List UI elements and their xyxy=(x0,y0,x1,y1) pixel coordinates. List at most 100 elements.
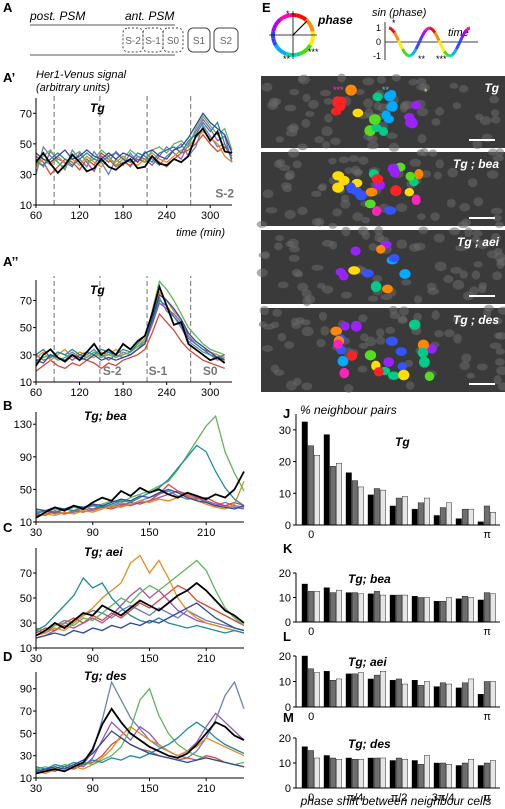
bar-y-tick-label: 20 xyxy=(279,457,291,469)
labeled-cell xyxy=(383,357,394,367)
bar-0 xyxy=(455,518,462,526)
series-line-4 xyxy=(35,481,245,518)
bar-chart-title: Tg; des xyxy=(348,737,391,751)
bar-1 xyxy=(461,762,468,789)
x-tick-label: 30 xyxy=(30,653,42,665)
bar-chart-title: Tg; aei xyxy=(348,655,387,669)
bar-0 xyxy=(411,508,418,526)
labeled-cell xyxy=(364,199,376,209)
sin-wave-segment xyxy=(451,52,455,56)
nucleus-background xyxy=(452,279,465,290)
bar-2 xyxy=(314,455,320,526)
bar-2 xyxy=(336,462,342,526)
bar-1 xyxy=(417,685,424,708)
panel-letter-e: E xyxy=(262,0,271,15)
x-tick-label: 300 xyxy=(201,387,219,399)
nucleus-background xyxy=(461,218,471,227)
sin-wave-segment xyxy=(394,34,399,39)
nucleus-background xyxy=(472,139,483,150)
sin-label: sin (phase) xyxy=(372,7,427,19)
nucleus-background xyxy=(473,261,483,268)
phase-wheel-segment xyxy=(282,50,287,56)
sin-mark-3: *** xyxy=(436,54,447,64)
bar-2 xyxy=(446,683,452,708)
labeled-cell xyxy=(387,100,398,112)
nucleus-background xyxy=(277,332,287,342)
somite-label: S0 xyxy=(167,36,180,47)
sin-wave-segment xyxy=(395,37,400,42)
bar-1 xyxy=(351,673,358,708)
nucleus-background xyxy=(405,381,415,390)
nucleus-background xyxy=(374,233,385,243)
sin-wave-segment xyxy=(417,39,422,45)
bar-1 xyxy=(417,597,424,623)
bar-1 xyxy=(329,680,336,708)
y-tick-label: 70 xyxy=(20,295,32,307)
sin-mark-2: ** xyxy=(418,54,426,64)
nucleus-background xyxy=(362,77,375,86)
image-label: Tg ; bea xyxy=(453,157,499,171)
labeled-cell xyxy=(382,284,394,294)
nucleus-background xyxy=(471,236,481,243)
sin-wave-segment xyxy=(433,31,438,36)
bar-1 xyxy=(307,750,314,789)
nucleus-background xyxy=(416,83,428,91)
nucleus-background xyxy=(413,312,422,322)
nucleus-background xyxy=(431,310,440,320)
series-line-4 xyxy=(35,554,245,637)
y-tick-label: 50 xyxy=(20,728,32,740)
nucleus-background xyxy=(328,222,337,229)
somite-label: S-1 xyxy=(145,36,161,47)
phase-mark-2: ** xyxy=(283,54,291,64)
nucleus-background xyxy=(365,336,377,347)
nucleus-background xyxy=(450,266,462,274)
nucleus-background xyxy=(297,282,309,292)
nucleus-background xyxy=(344,167,354,174)
nucleus-background xyxy=(259,305,270,316)
nucleus-background xyxy=(413,242,426,251)
nucleus-background xyxy=(377,103,390,113)
phase-wheel-segment xyxy=(299,50,304,56)
bar-0 xyxy=(301,583,308,623)
nucleus-background xyxy=(319,89,331,97)
x-tick-label: 210 xyxy=(197,653,215,665)
nucleus-background xyxy=(289,88,300,96)
nucleus-background xyxy=(341,226,351,237)
bar-0 xyxy=(433,686,440,708)
nucleus-background xyxy=(376,336,386,345)
phase-wheel-segment xyxy=(304,18,310,24)
sin-wave-segment xyxy=(456,42,461,47)
bar-2 xyxy=(358,759,364,789)
somite-label: S1 xyxy=(193,36,206,47)
nucleus-background xyxy=(297,143,308,151)
bar-2 xyxy=(424,681,430,708)
labeled-cell xyxy=(411,100,421,110)
sin-wave-segment xyxy=(437,39,442,45)
nucleus-background xyxy=(355,89,365,96)
labeled-cell xyxy=(390,185,402,197)
panel-letter-a2: A’’ xyxy=(3,254,18,269)
sin-wave-segment xyxy=(389,27,393,31)
image-mark-1: * xyxy=(424,87,428,97)
x-tick-label: 180 xyxy=(114,210,132,222)
bar-y-tick-label: 30 xyxy=(279,425,291,437)
bar-1 xyxy=(439,762,446,789)
bar-2 xyxy=(314,672,320,708)
sin-wave-segment xyxy=(463,29,468,34)
nucleus-background xyxy=(261,251,271,260)
bar-1 xyxy=(329,592,336,623)
nucleus-background xyxy=(399,102,409,113)
nucleus-background xyxy=(358,314,368,323)
series-line-3 xyxy=(35,584,245,634)
phase-wheel-segment xyxy=(299,14,304,20)
bar-2 xyxy=(446,597,452,623)
nucleus-background xyxy=(389,305,398,315)
sin-wave-segment xyxy=(399,45,404,50)
sin-wave-segment xyxy=(405,53,409,57)
nucleus-background xyxy=(332,208,343,217)
labeled-cell xyxy=(345,84,357,96)
sin-wave-segment xyxy=(450,53,454,57)
y-tick-label: 50 xyxy=(20,484,32,496)
nucleus-background xyxy=(490,232,501,243)
x-tick-label: 90 xyxy=(87,653,99,665)
